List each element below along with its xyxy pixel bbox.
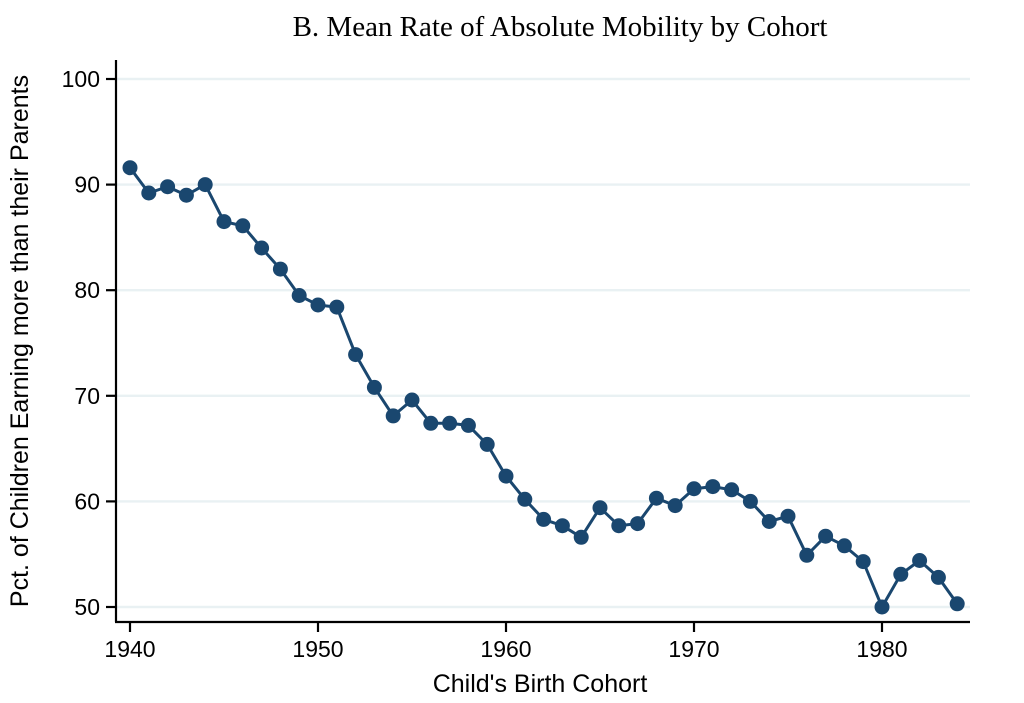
data-point [761,514,777,529]
data-point [423,415,439,431]
data-point [235,218,251,234]
data-point [893,566,909,582]
data-point [197,177,213,193]
series-line [128,166,959,609]
data-point [611,518,627,534]
data-point [705,479,721,495]
y-tick-label: 60 [74,488,100,514]
data-point [836,538,852,554]
gridlines [116,77,970,609]
data-point [517,491,533,507]
data-point [216,214,232,230]
data-point [178,187,194,203]
data-point [536,511,552,527]
data-point [460,417,476,433]
y-tick-label: 70 [74,383,100,409]
data-point [912,553,928,568]
data-point [573,529,589,545]
y-axis-label: Pct. of Children Earning more than their… [6,75,34,607]
data-point [272,261,288,277]
data-point [818,528,834,544]
data-point [799,547,815,563]
data-point [160,179,176,195]
data-point [385,408,401,424]
data-point [366,379,382,395]
data-point [254,240,270,256]
x-tick-label: 1960 [480,636,531,662]
data-point [310,297,326,313]
data-point [442,415,458,431]
data-point [141,185,157,201]
data-point [855,554,871,570]
x-tick-label: 1950 [292,636,343,662]
axes [114,60,970,624]
tick-labels: 50 60 70 80 90 100 1940 1950 1960 1970 1980 [62,66,908,662]
data-point [742,493,758,509]
data-point [686,481,702,497]
data-point [630,516,646,532]
data-point [348,347,364,363]
y-tick-label: 50 [74,594,100,620]
data-point [479,436,495,452]
data-point [648,490,664,506]
data-point [329,299,345,315]
data-point [122,160,138,176]
data-point [780,508,796,524]
data-series [122,160,965,615]
y-tick-label: 90 [74,172,100,198]
y-tick-label: 100 [62,66,100,92]
data-point [724,482,740,498]
data-point [404,392,420,408]
x-tick-label: 1980 [856,636,907,662]
data-point [930,569,946,585]
x-tick-label: 1940 [104,636,155,662]
data-point [667,498,683,514]
x-axis-label: Child's Birth Cohort [433,670,648,698]
data-point [291,288,307,303]
y-tick-label: 80 [74,277,100,303]
x-tick-label: 1970 [668,636,719,662]
data-point [874,599,890,615]
data-point [592,500,608,516]
data-point [498,468,514,484]
chart-title: B. Mean Rate of Absolute Mobility by Coh… [293,11,828,43]
tick-marks [106,77,884,632]
data-point [949,596,965,612]
data-point [554,518,570,534]
